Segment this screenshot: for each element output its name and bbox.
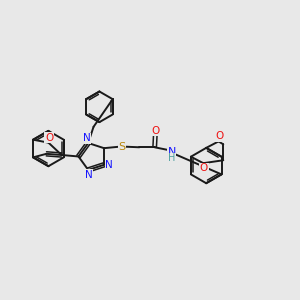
- Text: O: O: [45, 133, 53, 142]
- Text: N: N: [105, 160, 113, 170]
- Text: N: N: [168, 147, 176, 157]
- Text: O: O: [200, 164, 208, 173]
- Text: O: O: [151, 126, 159, 136]
- Text: N: N: [85, 170, 93, 180]
- Text: O: O: [215, 131, 223, 141]
- Text: H: H: [168, 153, 176, 163]
- Text: S: S: [119, 142, 126, 152]
- Text: N: N: [83, 133, 91, 143]
